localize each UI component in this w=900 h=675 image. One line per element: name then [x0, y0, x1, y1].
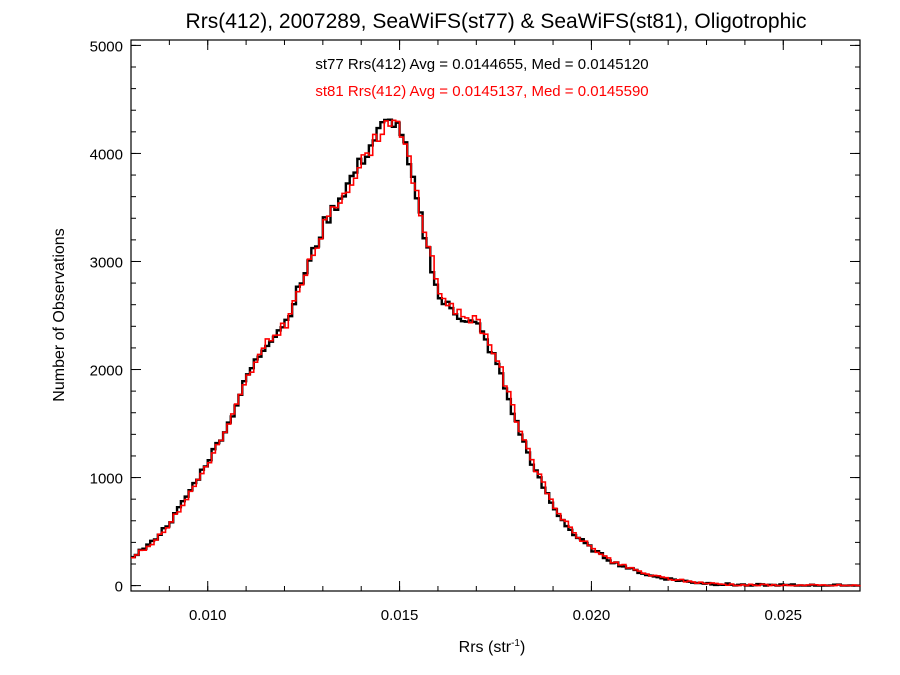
stats-st77: st77 Rrs(412) Avg = 0.0144655, Med = 0.0…	[315, 56, 648, 73]
x-axis-label: Rrs (str-1)	[459, 638, 526, 656]
y-axis-label: Number of Observations	[51, 228, 68, 401]
series-st81-line	[131, 119, 861, 587]
x-tick-label: 0.010	[189, 607, 227, 624]
y-axis-ticks: 0 1000 2000 3000 4000 5000	[90, 38, 860, 596]
x-axis-label-close: )	[520, 639, 525, 656]
x-axis-ticks: 0.010 0.015 0.020 0.025	[130, 40, 861, 624]
y-tick-label: 2000	[90, 363, 123, 380]
stats-st81: st81 Rrs(412) Avg = 0.0145137, Med = 0.0…	[315, 83, 648, 100]
x-axis-label-superscript: -1	[511, 638, 520, 649]
chart-title: Rrs(412), 2007289, SeaWiFS(st77) & SeaWi…	[186, 10, 807, 33]
y-tick-label: 4000	[90, 146, 123, 163]
y-tick-label: 0	[115, 579, 123, 596]
y-tick-label: 3000	[90, 254, 123, 271]
y-tick-label: 5000	[90, 38, 123, 55]
x-tick-label: 0.025	[764, 607, 802, 624]
x-axis-label-main: Rrs (str	[459, 639, 512, 656]
plot-frame	[130, 39, 861, 592]
x-tick-label: 0.015	[381, 607, 419, 624]
x-tick-label: 0.020	[573, 607, 611, 624]
y-tick-label: 1000	[90, 471, 123, 488]
series-st77-line	[131, 118, 860, 587]
